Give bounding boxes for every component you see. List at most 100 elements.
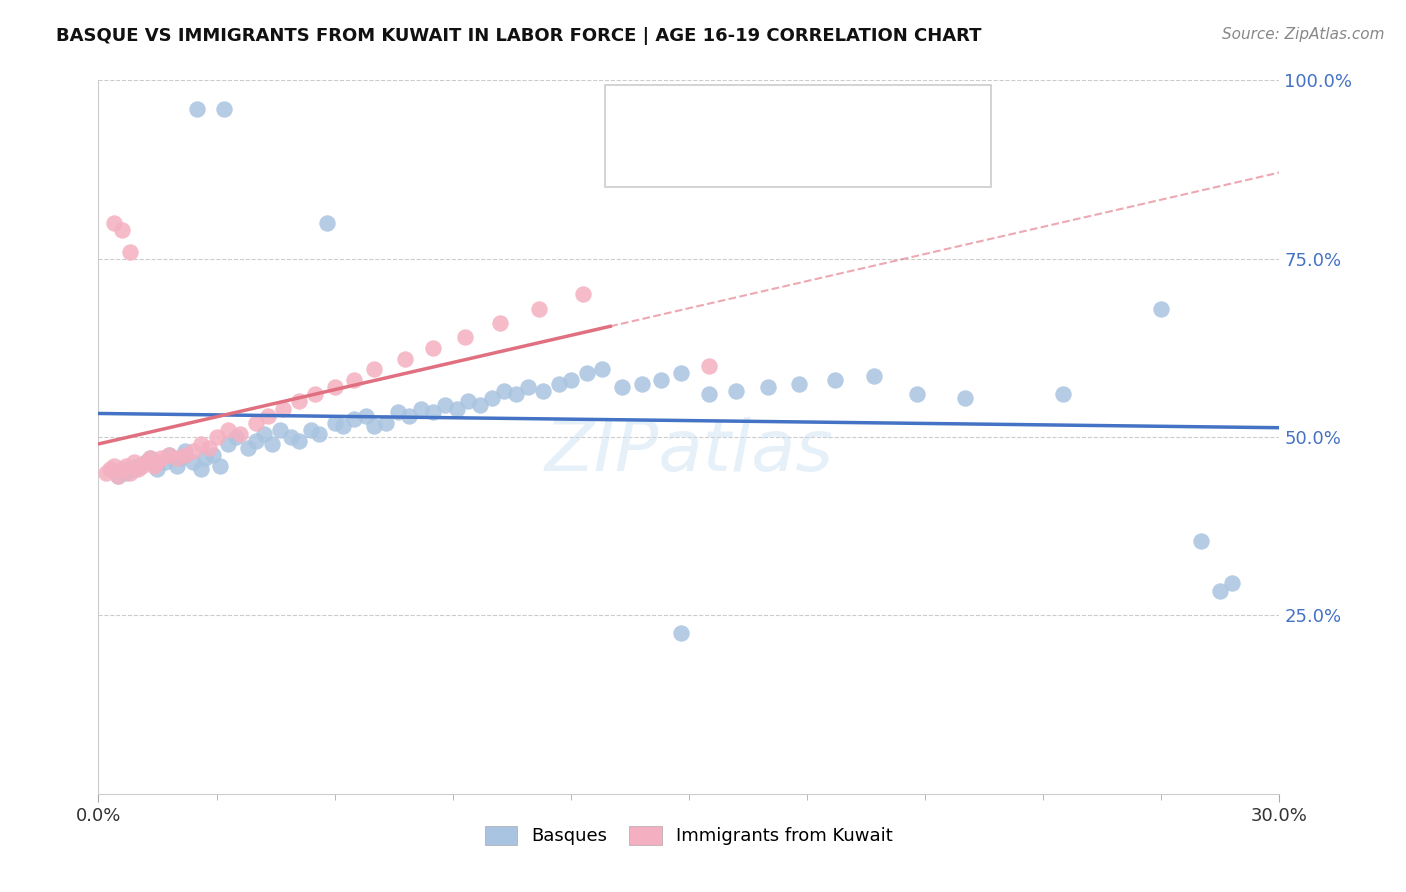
Point [697, 359, 720, 373]
Point [118, 466, 141, 480]
Point [157, 448, 180, 462]
Point [1189, 533, 1212, 548]
Point [492, 384, 515, 398]
Text: Source: ZipAtlas.com: Source: ZipAtlas.com [1222, 27, 1385, 42]
Point [323, 416, 346, 430]
Point [697, 387, 720, 401]
Point [529, 301, 551, 316]
Point [725, 384, 748, 398]
Point [217, 437, 239, 451]
Text: N =: N = [808, 143, 848, 161]
Point [118, 244, 141, 259]
Point [398, 409, 420, 423]
Point [650, 373, 672, 387]
Point [127, 462, 149, 476]
Point [190, 437, 212, 451]
Point [166, 451, 188, 466]
Point [122, 462, 145, 476]
Point [422, 341, 444, 355]
Legend: Basques, Immigrants from Kuwait: Basques, Immigrants from Kuwait [478, 819, 900, 853]
Text: 0.167: 0.167 [703, 105, 759, 123]
Point [225, 430, 247, 444]
Point [315, 216, 337, 230]
Point [433, 398, 456, 412]
Point [387, 405, 409, 419]
Text: ■: ■ [626, 143, 647, 162]
Point [135, 455, 157, 469]
Point [205, 430, 228, 444]
Point [236, 441, 259, 455]
Point [181, 444, 204, 458]
Point [446, 401, 468, 416]
Point [343, 412, 366, 426]
Point [190, 462, 212, 476]
Point [481, 391, 503, 405]
Point [214, 102, 236, 116]
Point [505, 387, 527, 401]
Point [256, 409, 278, 423]
Point [548, 376, 571, 391]
Point [363, 419, 385, 434]
Point [669, 366, 692, 380]
Point [245, 434, 267, 448]
Point [610, 380, 633, 394]
Point [824, 373, 846, 387]
Text: ZIPatlas: ZIPatlas [544, 417, 834, 486]
Point [186, 102, 208, 116]
Point [98, 462, 121, 476]
Point [146, 462, 169, 476]
Point [150, 451, 173, 466]
Point [1220, 576, 1243, 591]
Point [157, 448, 180, 462]
Point [669, 626, 692, 640]
Point [174, 444, 197, 458]
Point [516, 380, 538, 394]
Point [253, 426, 276, 441]
Point [591, 362, 613, 376]
Point [288, 434, 311, 448]
Point [571, 287, 593, 301]
Point [531, 384, 554, 398]
Point [142, 458, 165, 473]
Point [170, 451, 193, 466]
Point [146, 455, 169, 469]
Point [560, 373, 582, 387]
Point [1052, 387, 1074, 401]
Point [245, 416, 267, 430]
Point [343, 373, 366, 387]
Point [217, 423, 239, 437]
Point [111, 462, 134, 476]
Point [138, 451, 160, 466]
Point [953, 391, 976, 405]
Point [394, 351, 416, 366]
Point [155, 455, 177, 469]
Point [489, 316, 512, 330]
Point [288, 394, 311, 409]
Point [363, 362, 385, 376]
Point [115, 466, 138, 480]
Point [308, 426, 330, 441]
Point [422, 405, 444, 419]
Point [269, 423, 291, 437]
Text: 0.425: 0.425 [703, 143, 759, 161]
Point [115, 458, 138, 473]
Point [411, 401, 433, 416]
Point [131, 458, 153, 473]
Point [107, 469, 129, 483]
Point [630, 376, 652, 391]
Text: 71: 71 [846, 105, 872, 123]
Point [1150, 301, 1173, 316]
Point [323, 380, 346, 394]
Text: R =: R = [665, 143, 704, 161]
Point [135, 455, 157, 469]
Point [138, 451, 160, 466]
Point [209, 458, 232, 473]
Point [174, 448, 197, 462]
Point [181, 455, 204, 469]
Point [756, 380, 779, 394]
Point [111, 223, 134, 237]
Point [103, 458, 125, 473]
Point [1209, 583, 1232, 598]
Point [863, 369, 886, 384]
Text: R =: R = [665, 105, 704, 123]
